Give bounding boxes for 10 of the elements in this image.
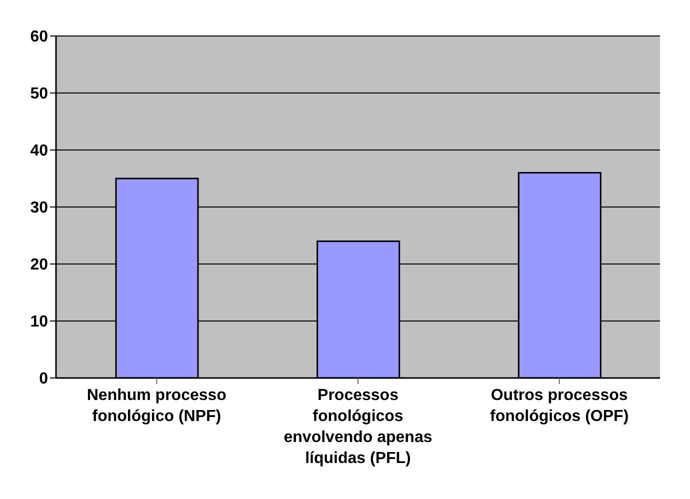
x-tick-label: Processos fonológicos envolvendo apenas líquidas (PFL) — [284, 387, 432, 467]
y-tick-label: 20 — [30, 256, 48, 274]
y-tick-label: 10 — [30, 314, 48, 331]
y-tick-label: 30 — [30, 200, 48, 217]
y-tick-label: 50 — [30, 86, 48, 103]
y-tick-label: 0 — [39, 370, 48, 388]
y-tick-label: 60 — [30, 28, 48, 46]
x-tick-label: Nenhum processo fonológico (NPF) — [86, 387, 227, 425]
y-tick-label: 40 — [30, 142, 48, 160]
x-tick-label: Outros processos fonológicos (OPF) — [490, 387, 629, 425]
